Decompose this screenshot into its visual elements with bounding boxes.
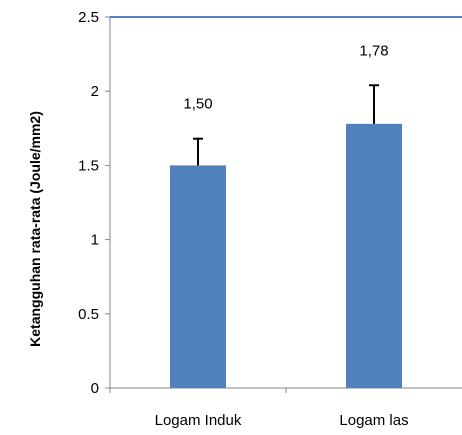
y-tick-label: 1.5 [78, 157, 99, 174]
bar [346, 124, 402, 388]
y-axis-title: Ketangguhan rata-rata (Joule/mm2) [27, 111, 43, 347]
bars [170, 124, 402, 388]
data-label: 1,50 [183, 96, 212, 113]
y-tick-label: 1 [91, 232, 99, 249]
axes [110, 17, 462, 393]
y-tick-label: 0.5 [78, 306, 99, 323]
data-labels: 1,50 1,78 [183, 42, 388, 112]
y-tick-label: 0 [91, 380, 99, 397]
y-ticks: 0 0.5 1 1.5 2 2.5 [78, 9, 110, 397]
data-label: 1,78 [359, 42, 388, 59]
bar [170, 165, 226, 388]
y-axis-title-group: Ketangguhan rata-rata (Joule/mm2) [27, 111, 43, 347]
category-label: Logam Induk [155, 412, 242, 429]
y-tick-label: 2 [91, 83, 99, 100]
category-labels: Logam Induk Logam las [155, 412, 409, 429]
category-label: Logam las [339, 412, 408, 429]
y-tick-label: 2.5 [78, 9, 99, 26]
